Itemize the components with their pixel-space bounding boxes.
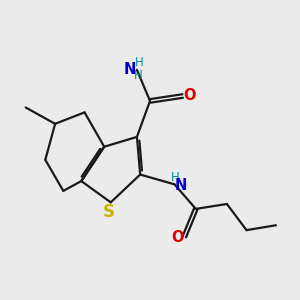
Text: N: N bbox=[174, 178, 187, 193]
Text: H: H bbox=[135, 56, 144, 69]
Text: O: O bbox=[171, 230, 183, 245]
Text: N: N bbox=[124, 62, 136, 77]
Text: H: H bbox=[171, 171, 180, 184]
Text: H: H bbox=[134, 69, 143, 82]
Text: S: S bbox=[103, 202, 115, 220]
Text: O: O bbox=[183, 88, 196, 103]
